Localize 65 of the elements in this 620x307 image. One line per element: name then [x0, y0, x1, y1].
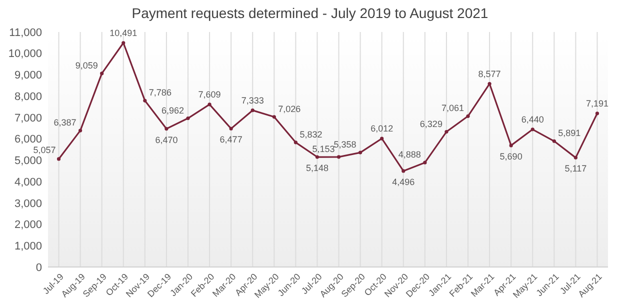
y-tick-label: 5,000 [14, 155, 42, 168]
point [423, 160, 427, 164]
data-label: 6,477 [220, 134, 242, 145]
point [402, 169, 406, 173]
data-label: 6,470 [155, 134, 178, 145]
data-label: 7,786 [148, 88, 172, 98]
y-tick-label: 9,000 [14, 70, 42, 82]
data-label: 6,387 [54, 118, 76, 128]
point [466, 114, 470, 118]
point [574, 156, 578, 160]
point [488, 82, 492, 86]
data-label: 5,891 [558, 128, 581, 138]
data-label: 4,888 [398, 150, 421, 160]
point [78, 128, 82, 132]
y-tick-label: 0 [36, 262, 42, 274]
point [250, 108, 254, 112]
data-label: 7,609 [198, 89, 221, 100]
y-tick-label: 1,000 [14, 240, 42, 252]
data-label: 10,491 [110, 28, 138, 38]
y-tick-label: 2,000 [14, 219, 42, 232]
point [380, 136, 384, 140]
data-label: 5,057 [33, 144, 56, 155]
data-label: 6,440 [521, 114, 544, 124]
point [272, 115, 276, 119]
data-label: 4,496 [392, 176, 415, 187]
data-label: 8,577 [478, 68, 501, 79]
point [509, 144, 513, 148]
data-label: 9,059 [75, 60, 98, 70]
data-label: 7,026 [278, 104, 301, 114]
data-label: 5,148 [306, 163, 328, 174]
data-label: 5,153 [312, 144, 335, 154]
point [294, 140, 298, 144]
point [315, 155, 320, 159]
data-label: 5,117 [564, 164, 587, 174]
point [143, 98, 147, 102]
data-label: 7,061 [441, 103, 464, 114]
point [208, 102, 212, 106]
y-tick-label: 11,000 [9, 26, 42, 39]
y-tick-label: 3,000 [14, 198, 42, 210]
point [358, 150, 362, 154]
y-tick-label: 8,000 [14, 90, 42, 103]
point [122, 41, 126, 45]
point [444, 130, 448, 134]
data-label: 5,690 [500, 151, 522, 162]
data-label: 6,329 [420, 118, 442, 129]
data-label: 7,191 [586, 98, 608, 108]
point [530, 128, 534, 132]
data-label: 6,962 [161, 105, 184, 116]
point [164, 126, 168, 131]
point [100, 72, 104, 76]
data-label: 5,832 [300, 129, 322, 140]
y-tick-label: 6,000 [14, 134, 42, 146]
y-tick-label: 10,000 [8, 48, 42, 60]
data-label: 6,012 [370, 124, 394, 134]
point [336, 155, 341, 159]
y-tick-label: 7,000 [14, 112, 42, 124]
chart-title: Payment requests determined - July 2019 to August 2021 [132, 5, 488, 21]
point [595, 112, 600, 116]
point [229, 126, 233, 130]
data-label: 7,333 [241, 95, 264, 106]
point [552, 139, 556, 143]
data-label: 5,358 [334, 140, 356, 150]
point [186, 116, 190, 120]
point [56, 157, 61, 161]
y-tick-label: 4,000 [14, 176, 42, 188]
